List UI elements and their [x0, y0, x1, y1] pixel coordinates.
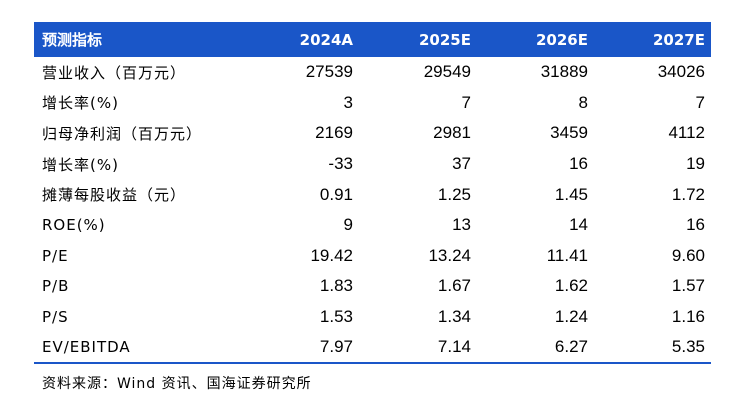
- header-cell-indicator: 预测指标: [42, 31, 103, 49]
- row-label: ROE(%): [42, 216, 106, 235]
- table-cell: 1.57: [671, 276, 705, 296]
- table-cell: 14: [569, 215, 588, 235]
- header-cell-2024a: 2024A: [299, 30, 353, 49]
- table-cell: 1.25: [437, 184, 471, 204]
- table-row: ROE(%) 9 13 14 16: [34, 210, 711, 241]
- row-label: P/E: [42, 246, 69, 265]
- table-row: P/E 19.42 13.24 11.41 9.60: [34, 241, 711, 272]
- table-cell: 13: [452, 215, 471, 235]
- table-cell: 27539: [305, 62, 353, 82]
- table-row: 增长率(%) 3 7 8 7: [34, 88, 711, 119]
- row-label: EV/EBITDA: [34, 332, 241, 364]
- table-row: 摊薄每股收益（元） 0.91 1.25 1.45 1.72: [34, 179, 711, 210]
- table-cell: 19: [686, 154, 705, 174]
- table-cell: 11.41: [546, 245, 588, 265]
- table-cell: 1.16: [671, 307, 705, 327]
- table-cell: 7.97: [241, 332, 359, 364]
- forecast-table-container: 预测指标 2024A 2025E 2026E 2027E 营业收入（百万元） 2…: [34, 22, 711, 364]
- table-cell: 9.60: [671, 245, 705, 265]
- forecast-table: 预测指标 2024A 2025E 2026E 2027E 营业收入（百万元） 2…: [34, 22, 711, 364]
- table-cell: 16: [686, 215, 705, 235]
- table-cell: 19.42: [310, 245, 353, 265]
- source-note: 资料来源：Wind 资讯、国海证券研究所: [42, 376, 312, 392]
- table-cell: 1.72: [671, 184, 705, 204]
- table-cell: 1.53: [319, 307, 353, 327]
- row-label: 增长率(%): [42, 94, 119, 113]
- table-cell: 5.35: [594, 332, 711, 364]
- table-cell: 7: [695, 92, 705, 112]
- table-row: 营业收入（百万元） 27539 29549 31889 34026: [34, 57, 711, 88]
- table-cell: 1.34: [437, 307, 471, 327]
- row-label: P/B: [42, 277, 70, 296]
- table-cell: 4112: [668, 123, 705, 143]
- table-cell: 7.14: [359, 332, 477, 364]
- header-cell-2025e: 2025E: [419, 30, 471, 49]
- table-cell: 29549: [423, 62, 471, 82]
- row-label: 营业收入（百万元）: [42, 63, 187, 82]
- table-cell: 2981: [433, 123, 471, 143]
- table-cell: 37: [452, 154, 471, 174]
- table-cell: 3: [343, 92, 353, 112]
- table-row: 增长率(%) -33 37 16 19: [34, 149, 711, 180]
- row-label: P/S: [42, 308, 69, 327]
- table-cell: 31889: [540, 62, 588, 82]
- table-cell: 1.83: [319, 276, 353, 296]
- row-label: 归母净利润（百万元）: [42, 124, 203, 143]
- header-cell-2027e: 2027E: [653, 30, 705, 49]
- table-cell: 6.27: [477, 332, 594, 364]
- table-row: 归母净利润（百万元） 2169 2981 3459 4112: [34, 118, 711, 149]
- table-cell: 1.62: [554, 276, 588, 296]
- table-cell: 13.24: [428, 245, 471, 265]
- table-cell: 0.91: [319, 184, 353, 204]
- table-cell: 3459: [550, 123, 588, 143]
- table-cell: 7: [461, 92, 471, 112]
- row-label: 增长率(%): [42, 155, 119, 174]
- table-row: EV/EBITDA 7.97 7.14 6.27 5.35: [34, 332, 711, 364]
- header-cell-2026e: 2026E: [536, 30, 588, 49]
- table-row: P/B 1.83 1.67 1.62 1.57: [34, 271, 711, 302]
- table-cell: 16: [569, 154, 588, 174]
- table-cell: 9: [343, 215, 353, 235]
- table-cell: 2169: [315, 123, 353, 143]
- row-label: 摊薄每股收益（元）: [42, 186, 187, 205]
- table-cell: 1.45: [554, 184, 588, 204]
- table-cell: 8: [578, 92, 588, 112]
- table-cell: 34026: [657, 62, 705, 82]
- table-header-row: 预测指标 2024A 2025E 2026E 2027E: [34, 22, 711, 57]
- table-cell: 1.24: [554, 307, 588, 327]
- table-row: P/S 1.53 1.34 1.24 1.16: [34, 302, 711, 333]
- table-cell: 1.67: [437, 276, 471, 296]
- table-cell: -33: [328, 154, 353, 174]
